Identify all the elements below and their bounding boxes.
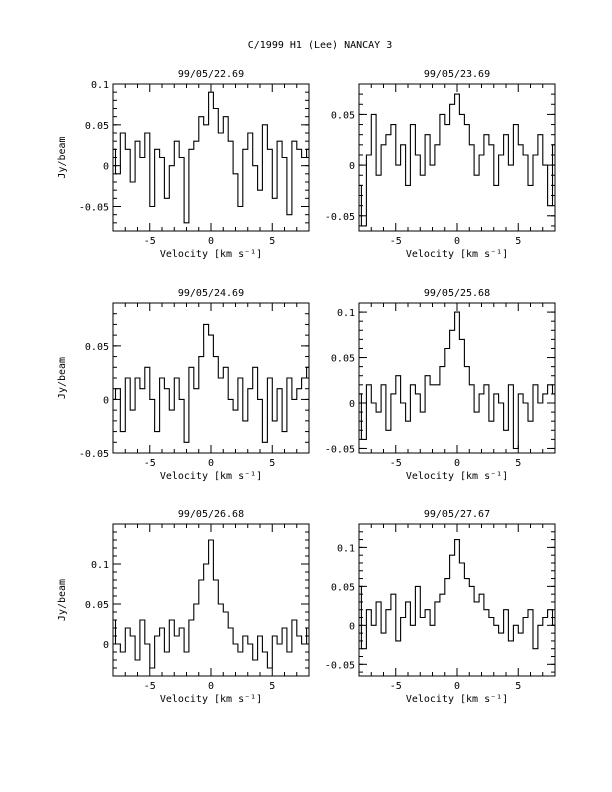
panel-title: 99/05/23.69: [424, 69, 490, 80]
y-tick-label: 0: [103, 640, 109, 651]
panel-title: 99/05/22.69: [178, 69, 244, 80]
x-tick-label: 5: [269, 236, 275, 247]
spectrum-line: [113, 539, 309, 669]
x-axis-label: Velocity [km s⁻¹]: [160, 694, 262, 705]
y-tick-label: -0.05: [325, 212, 355, 223]
x-tick-label: -5: [144, 236, 156, 247]
x-axis-label: Velocity [km s⁻¹]: [406, 471, 508, 482]
y-tick-label: 0.05: [85, 600, 109, 611]
figure-title: C/1999 H1 (Lee) NANCAY 3: [248, 40, 393, 51]
y-tick-label: 0: [349, 621, 355, 632]
x-tick-label: 0: [454, 236, 460, 247]
y-tick-label: 0: [349, 161, 355, 172]
x-axis-label: Velocity [km s⁻¹]: [406, 249, 508, 260]
x-axis-label: Velocity [km s⁻¹]: [406, 694, 508, 705]
panel-title: 99/05/26.68: [178, 509, 244, 520]
y-tick-label: 0.1: [91, 560, 109, 571]
x-tick-label: 0: [454, 681, 460, 692]
y-tick-label: 0.1: [337, 308, 355, 319]
panel-title: 99/05/27.67: [424, 509, 490, 520]
y-tick-label: 0.05: [331, 582, 355, 593]
y-tick-label: -0.05: [79, 449, 109, 460]
x-tick-label: 5: [269, 681, 275, 692]
y-tick-label: 0.05: [85, 342, 109, 353]
y-tick-label: 0.1: [91, 80, 109, 91]
y-axis-label: Jy/beam: [57, 357, 68, 399]
x-tick-label: 0: [208, 681, 214, 692]
x-tick-label: -5: [144, 458, 156, 469]
y-tick-label: -0.05: [325, 660, 355, 671]
y-tick-label: 0: [103, 395, 109, 406]
panels-group: 99/05/22.69 -5 0 5 -0.05 0 0.05 0.1 Velocity [km…: [57, 69, 556, 705]
spectrum-panel-6: 99/05/27.67 -5 0 5 -0.05 0 0.05 0.1 Velocity [km…: [325, 509, 556, 705]
y-tick-label: 0: [103, 162, 109, 173]
plot-frame: [112, 302, 310, 454]
y-tick-label: 0.05: [331, 354, 355, 365]
spectrum-line: [359, 311, 555, 450]
plot-frame: [358, 83, 556, 232]
y-tick-label: 0.1: [337, 543, 355, 554]
x-tick-label: 5: [515, 458, 521, 469]
y-tick-label: -0.05: [325, 444, 355, 455]
x-tick-label: 5: [515, 236, 521, 247]
y-axis-label: Jy/beam: [57, 136, 68, 178]
x-tick-label: 0: [454, 458, 460, 469]
y-tick-label: -0.05: [79, 203, 109, 214]
x-tick-label: 0: [208, 458, 214, 469]
plot-frame: [112, 523, 310, 677]
x-tick-label: 0: [208, 236, 214, 247]
x-axis-label: Velocity [km s⁻¹]: [160, 471, 262, 482]
y-tick-label: 0.05: [85, 121, 109, 132]
x-tick-label: 5: [515, 681, 521, 692]
spectrum-panel-4: 99/05/25.68 -5 0 5 -0.05 0 0.05 0.1 Velocity [km…: [325, 288, 556, 482]
x-tick-label: -5: [144, 681, 156, 692]
spectrum-panel-2: 99/05/23.69 -5 0 5 -0.05 0 0.05 Velocity [km s⁻…: [325, 69, 556, 260]
plot-frame: [358, 523, 556, 677]
y-tick-label: 0: [349, 399, 355, 410]
spectrum-panel-3: 99/05/24.69 -5 0 5 -0.05 0 0.05 Velocity [km s⁻…: [57, 288, 310, 482]
spectrum-line: [113, 91, 309, 224]
x-tick-label: -5: [390, 236, 402, 247]
spectrum-line: [113, 323, 309, 443]
y-axis-label: Jy/beam: [57, 579, 68, 621]
spectrum-line: [359, 93, 555, 227]
panel-title: 99/05/24.69: [178, 288, 244, 299]
y-tick-label: 0.05: [331, 110, 355, 121]
spectrum-panel-5: 99/05/26.68 -5 0 5 0 0.05 0.1 Velocity [km s⁻¹]…: [57, 509, 310, 705]
x-tick-label: 5: [269, 458, 275, 469]
spectrum-panel-1: 99/05/22.69 -5 0 5 -0.05 0 0.05 0.1 Velocity [km…: [57, 69, 310, 260]
panel-title: 99/05/25.68: [424, 288, 490, 299]
spectrum-line: [359, 539, 555, 650]
x-tick-label: -5: [390, 458, 402, 469]
x-axis-label: Velocity [km s⁻¹]: [160, 249, 262, 260]
x-tick-label: -5: [390, 681, 402, 692]
